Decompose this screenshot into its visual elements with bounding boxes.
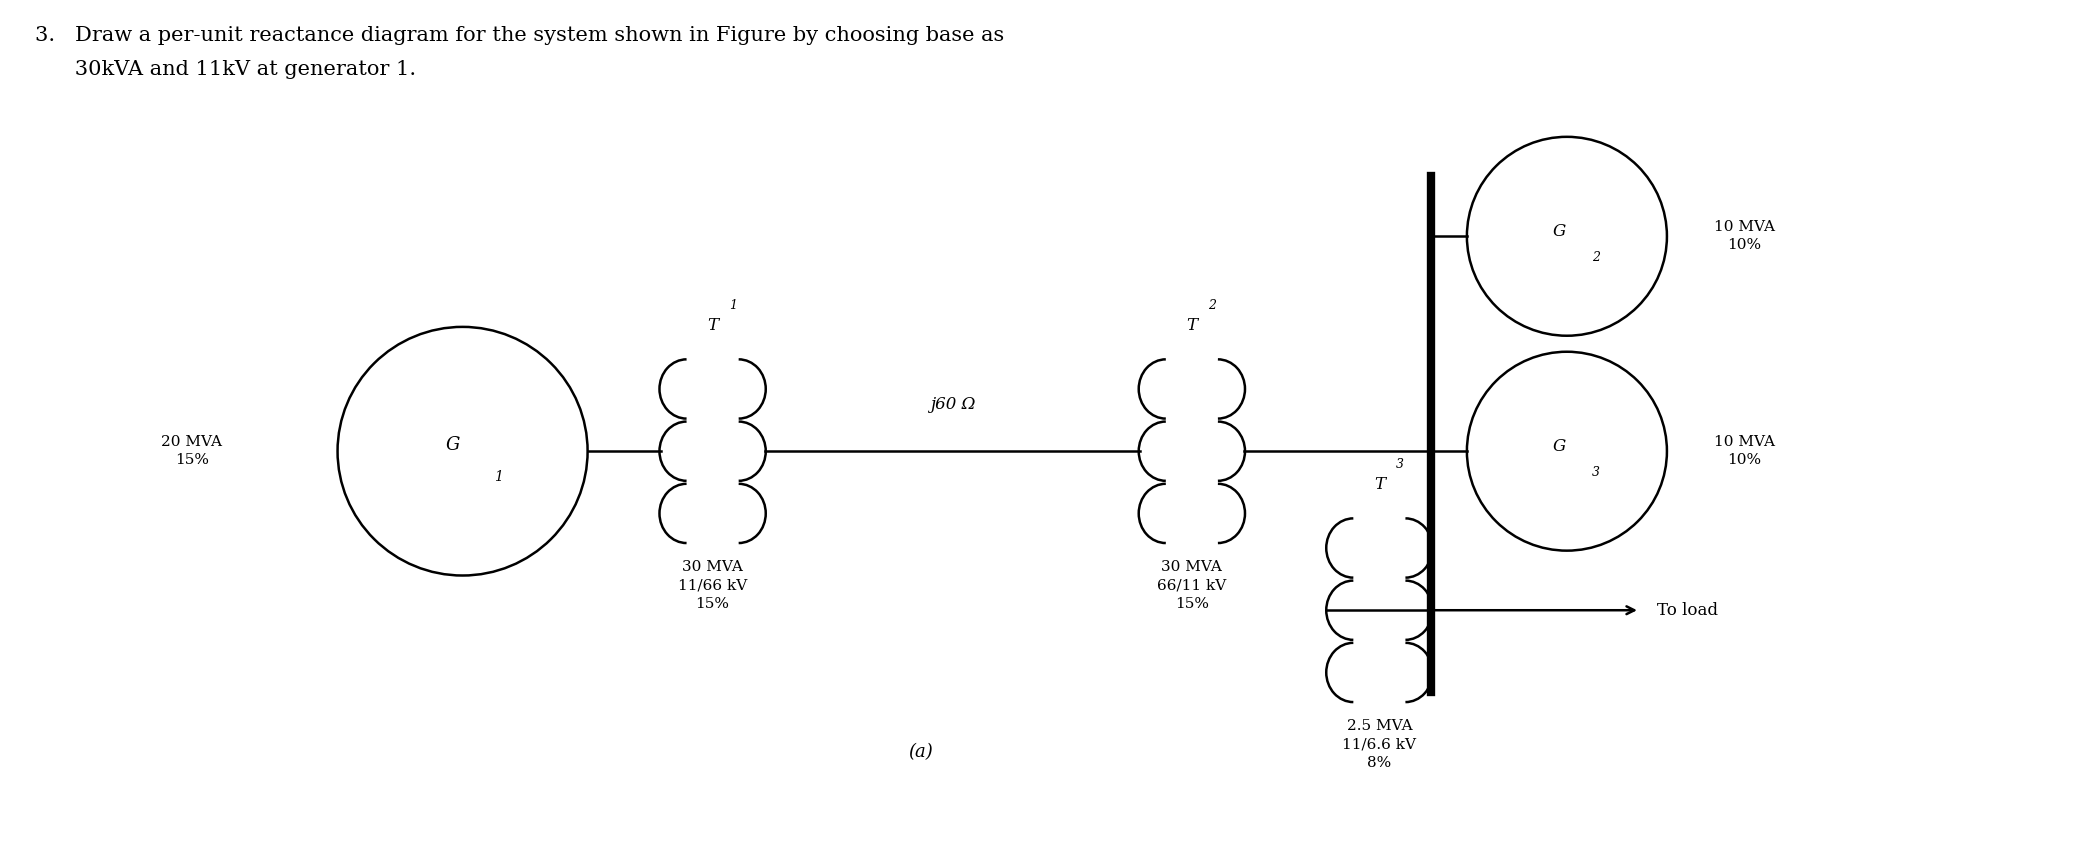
Text: 30kVA and 11kV at generator 1.: 30kVA and 11kV at generator 1.: [36, 60, 416, 79]
Text: 30 MVA
11/66 kV
15%: 30 MVA 11/66 kV 15%: [678, 560, 747, 611]
Text: 2.5 MVA
11/6.6 kV
8%: 2.5 MVA 11/6.6 kV 8%: [1343, 720, 1416, 770]
Text: 30 MVA
66/11 kV
15%: 30 MVA 66/11 kV 15%: [1157, 560, 1226, 611]
Text: T: T: [707, 317, 718, 333]
Text: To load: To load: [1657, 602, 1718, 619]
Text: G: G: [446, 436, 460, 454]
Text: 1: 1: [728, 299, 736, 312]
Text: 10 MVA
10%: 10 MVA 10%: [1713, 220, 1774, 253]
Text: 3: 3: [1395, 458, 1404, 471]
Text: G: G: [1552, 437, 1565, 455]
Text: 3.   Draw a per-unit reactance diagram for the system shown in Figure by choosin: 3. Draw a per-unit reactance diagram for…: [36, 26, 1004, 44]
Text: T: T: [1374, 476, 1385, 493]
Text: 1: 1: [494, 470, 502, 483]
Text: j60 Ω: j60 Ω: [929, 396, 975, 412]
Text: T: T: [1186, 317, 1197, 333]
Text: 10 MVA
10%: 10 MVA 10%: [1713, 435, 1774, 467]
Text: (a): (a): [908, 743, 933, 761]
Text: 3: 3: [1592, 466, 1600, 479]
Text: G: G: [1552, 223, 1565, 240]
Text: 2: 2: [1207, 299, 1215, 312]
Text: 20 MVA
15%: 20 MVA 15%: [161, 435, 222, 467]
Text: 2: 2: [1592, 251, 1600, 264]
